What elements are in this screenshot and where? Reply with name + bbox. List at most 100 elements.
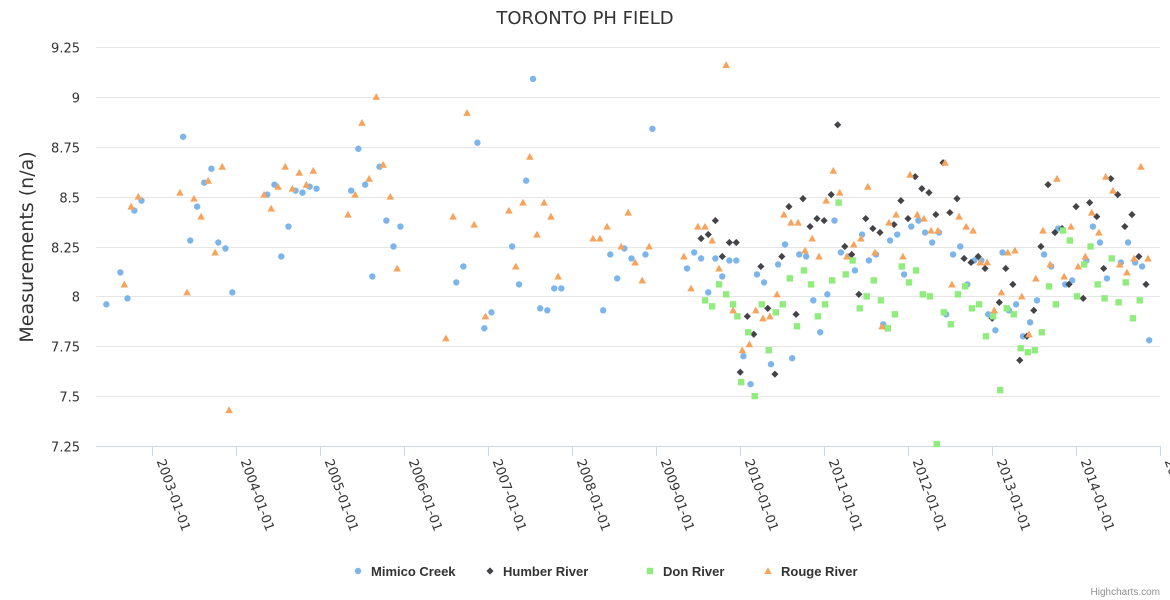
point-rouge-river[interactable] — [589, 234, 597, 242]
point-humber-river[interactable] — [820, 216, 828, 225]
point-rouge-river[interactable] — [470, 220, 478, 228]
point-mimico-creek[interactable] — [733, 257, 740, 264]
point-rouge-river[interactable] — [526, 152, 534, 160]
point-mimico-creek[interactable] — [278, 253, 285, 260]
point-mimico-creek[interactable] — [529, 75, 537, 83]
point-mimico-creek[interactable] — [921, 229, 929, 236]
point-humber-river[interactable] — [918, 185, 926, 193]
point-rouge-river[interactable] — [899, 252, 907, 260]
point-rouge-river[interactable] — [358, 119, 366, 126]
legend-item-rouge-river[interactable]: Rouge River — [764, 564, 858, 579]
point-rouge-river[interactable] — [885, 218, 893, 226]
point-don-river[interactable] — [793, 323, 801, 330]
point-humber-river[interactable] — [1142, 280, 1150, 289]
point-humber-river[interactable] — [1100, 264, 1108, 273]
point-rouge-river[interactable] — [1053, 174, 1061, 182]
point-rouge-river[interactable] — [906, 170, 914, 178]
point-don-river[interactable] — [807, 281, 815, 288]
point-rouge-river[interactable] — [176, 188, 184, 196]
point-rouge-river[interactable] — [645, 242, 653, 250]
point-rouge-river[interactable] — [442, 334, 450, 342]
point-rouge-river[interactable] — [941, 158, 949, 166]
point-don-river[interactable] — [1080, 261, 1088, 268]
point-rouge-river[interactable] — [365, 174, 373, 182]
point-rouge-river[interactable] — [1095, 228, 1103, 236]
point-don-river[interactable] — [708, 303, 716, 310]
point-mimico-creek[interactable] — [613, 275, 621, 282]
point-humber-river[interactable] — [1009, 280, 1017, 289]
point-rouge-river[interactable] — [701, 222, 709, 230]
point-mimico-creek[interactable] — [894, 231, 901, 238]
point-mimico-creek[interactable] — [831, 217, 838, 224]
point-humber-river[interactable] — [792, 310, 800, 318]
point-don-river[interactable] — [1052, 301, 1060, 308]
point-mimico-creek[interactable] — [347, 187, 355, 194]
point-humber-river[interactable] — [757, 262, 765, 271]
point-rouge-river[interactable] — [204, 176, 212, 184]
point-rouge-river[interactable] — [638, 276, 647, 284]
point-mimico-creek[interactable] — [1033, 297, 1041, 304]
point-mimico-creek[interactable] — [747, 380, 754, 388]
point-don-river[interactable] — [835, 199, 842, 206]
point-mimico-creek[interactable] — [767, 361, 775, 368]
point-rouge-river[interactable] — [694, 222, 702, 230]
point-mimico-creek[interactable] — [187, 237, 194, 244]
point-humber-river[interactable] — [697, 234, 705, 243]
point-rouge-river[interactable] — [1067, 222, 1075, 230]
point-mimico-creek[interactable] — [474, 139, 481, 146]
point-mimico-creek[interactable] — [362, 181, 369, 188]
point-rouge-river[interactable] — [976, 258, 985, 266]
point-mimico-creek[interactable] — [760, 279, 768, 286]
point-don-river[interactable] — [1073, 293, 1081, 300]
point-rouge-river[interactable] — [295, 168, 304, 176]
point-humber-river[interactable] — [1121, 222, 1129, 231]
point-rouge-river[interactable] — [134, 192, 143, 200]
point-humber-river[interactable] — [848, 250, 856, 259]
point-rouge-river[interactable] — [1011, 246, 1019, 254]
point-don-river[interactable] — [1108, 255, 1115, 262]
point-mimico-creek[interactable] — [1040, 251, 1048, 258]
point-mimico-creek[interactable] — [607, 251, 614, 258]
point-rouge-river[interactable] — [547, 212, 555, 220]
point-mimico-creek[interactable] — [837, 249, 845, 256]
point-rouge-river[interactable] — [190, 194, 198, 202]
point-don-river[interactable] — [779, 301, 786, 308]
point-humber-river[interactable] — [841, 242, 849, 251]
point-don-river[interactable] — [751, 392, 758, 400]
point-mimico-creek[interactable] — [865, 257, 873, 264]
point-mimico-creek[interactable] — [117, 269, 124, 276]
point-don-river[interactable] — [701, 297, 709, 304]
point-mimico-creek[interactable] — [1068, 277, 1076, 284]
point-don-river[interactable] — [975, 301, 983, 308]
legend-label[interactable]: Don River — [663, 564, 724, 579]
point-rouge-river[interactable] — [120, 280, 129, 288]
point-mimico-creek[interactable] — [536, 305, 544, 312]
point-mimico-creek[interactable] — [1103, 275, 1111, 282]
point-humber-river[interactable] — [1093, 212, 1101, 221]
point-humber-river[interactable] — [799, 195, 807, 203]
point-mimico-creek[interactable] — [544, 307, 551, 314]
point-don-river[interactable] — [786, 275, 794, 282]
point-mimico-creek[interactable] — [683, 265, 691, 272]
point-rouge-river[interactable] — [1039, 226, 1047, 234]
point-humber-river[interactable] — [876, 228, 884, 237]
point-don-river[interactable] — [912, 267, 920, 274]
point-rouge-river[interactable] — [829, 166, 838, 174]
point-mimico-creek[interactable] — [271, 181, 278, 188]
point-rouge-river[interactable] — [822, 196, 830, 204]
point-humber-river[interactable] — [1051, 228, 1059, 237]
point-mimico-creek[interactable] — [992, 327, 999, 334]
point-rouge-river[interactable] — [801, 246, 809, 254]
point-humber-river[interactable] — [732, 238, 740, 247]
point-rouge-river[interactable] — [780, 210, 788, 218]
legend-marker-mimico-creek[interactable] — [354, 567, 362, 575]
point-humber-river[interactable] — [827, 191, 835, 199]
point-don-river[interactable] — [1024, 349, 1032, 356]
legend-item-don-river[interactable]: Don River — [646, 564, 725, 579]
point-rouge-river[interactable] — [1025, 330, 1033, 338]
point-rouge-river[interactable] — [835, 188, 844, 196]
point-don-river[interactable] — [828, 277, 836, 284]
point-don-river[interactable] — [758, 301, 766, 308]
point-humber-river[interactable] — [1016, 356, 1024, 364]
point-humber-river[interactable] — [736, 368, 744, 376]
